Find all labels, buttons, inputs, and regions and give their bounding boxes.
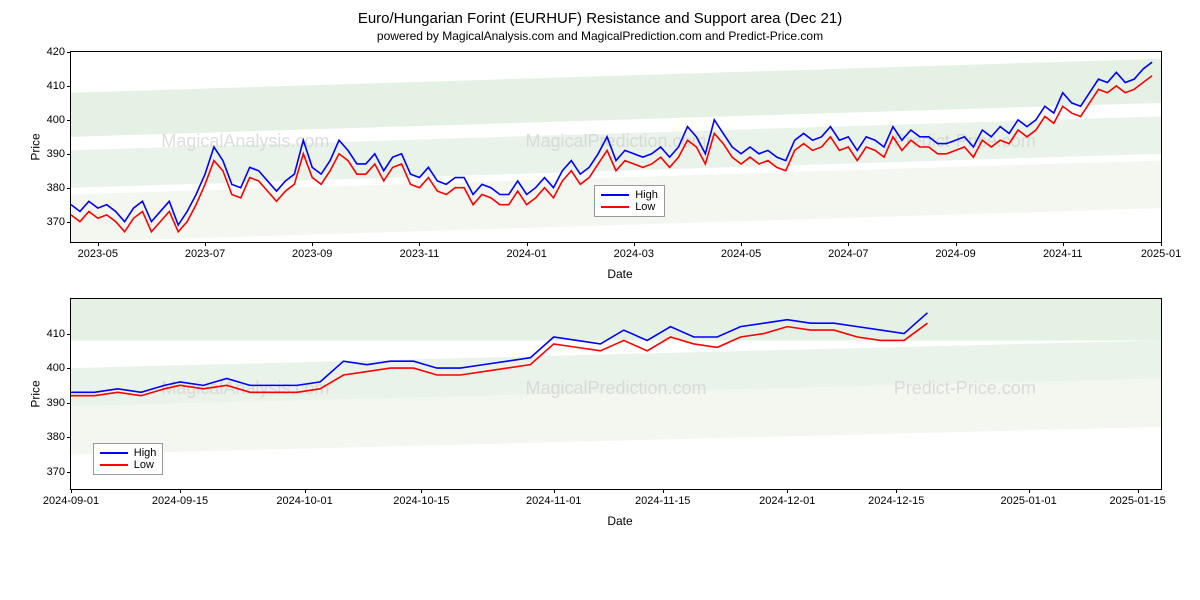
legend-high-label: High [635,189,658,201]
xtick-label: 2024-07 [828,248,868,260]
xtick-label: 2024-10-01 [276,495,332,507]
ytick-label: 420 [47,46,65,58]
chart2-ylabel: Price [29,380,43,407]
chart-title: Euro/Hungarian Forint (EURHUF) Resistanc… [10,10,1190,27]
xtick-label: 2024-09-15 [152,495,208,507]
xtick-label: 2024-03 [614,248,654,260]
xtick-label: 2024-01 [506,248,546,260]
chart2-xlabel: Date [607,514,632,528]
xtick-label: 2024-10-15 [393,495,449,507]
ytick-label: 410 [47,328,65,340]
legend-high-line-2 [100,452,128,454]
chart1-xlabel: Date [607,267,632,281]
legend-high-line [601,194,629,196]
chart1-legend: High Low [594,185,665,217]
legend-high-row-2: High [100,447,157,459]
xtick-label: 2024-12-01 [759,495,815,507]
chart2-svg: MagicalAnalysis.com MagicalPrediction.com… [71,299,1161,489]
xtick-label: 2025-01-01 [1001,495,1057,507]
legend-low-line-2 [100,464,128,466]
legend-low-row-2: Low [100,459,157,471]
chart1-ylabel: Price [29,133,43,160]
ytick-label: 380 [47,431,65,443]
legend-high-label-2: High [134,447,157,459]
xtick-label: 2023-07 [185,248,225,260]
svg-text:MagicalPrediction.com: MagicalPrediction.com [525,378,706,398]
svg-text:MagicalPrediction.com: MagicalPrediction.com [525,131,706,151]
xtick-label: 2025-01 [1141,248,1181,260]
xtick-label: 2023-05 [78,248,118,260]
svg-text:MagicalAnalysis.com: MagicalAnalysis.com [161,378,329,398]
chart2-plot-area: MagicalAnalysis.com MagicalPrediction.com… [70,298,1162,490]
xtick-label: 2023-09 [292,248,332,260]
xtick-label: 2024-09-01 [43,495,99,507]
ytick-label: 390 [47,397,65,409]
legend-low-line [601,206,629,208]
ytick-label: 400 [47,362,65,374]
xtick-label: 2024-11-15 [635,495,690,507]
xtick-label: 2024-11 [1043,248,1083,260]
ytick-label: 410 [47,80,65,92]
xtick-label: 2024-12-15 [868,495,924,507]
xtick-label: 2025-01-15 [1110,495,1166,507]
ytick-label: 370 [47,466,65,478]
svg-text:Predict-Price.com: Predict-Price.com [894,378,1036,398]
ytick-label: 390 [47,148,65,160]
chart1-plot-area: MagicalAnalysis.comMagicalPrediction.com… [70,51,1162,243]
chart2-container: MagicalAnalysis.com MagicalPrediction.com… [70,298,1170,490]
xtick-label: 2024-11-01 [526,495,581,507]
legend-high-row: High [601,189,658,201]
legend-low-label: Low [635,201,655,213]
xtick-label: 2023-11 [400,248,440,260]
chart-subtitle: powered by MagicalAnalysis.com and Magic… [10,29,1190,43]
ytick-label: 380 [47,182,65,194]
legend-low-row: Low [601,201,658,213]
ytick-label: 400 [47,114,65,126]
legend-low-label-2: Low [134,459,154,471]
xtick-label: 2024-09 [935,248,975,260]
chart2-legend: High Low [93,443,164,475]
ytick-label: 370 [47,216,65,228]
xtick-label: 2024-05 [721,248,761,260]
chart1-container: MagicalAnalysis.comMagicalPrediction.com… [70,51,1170,243]
